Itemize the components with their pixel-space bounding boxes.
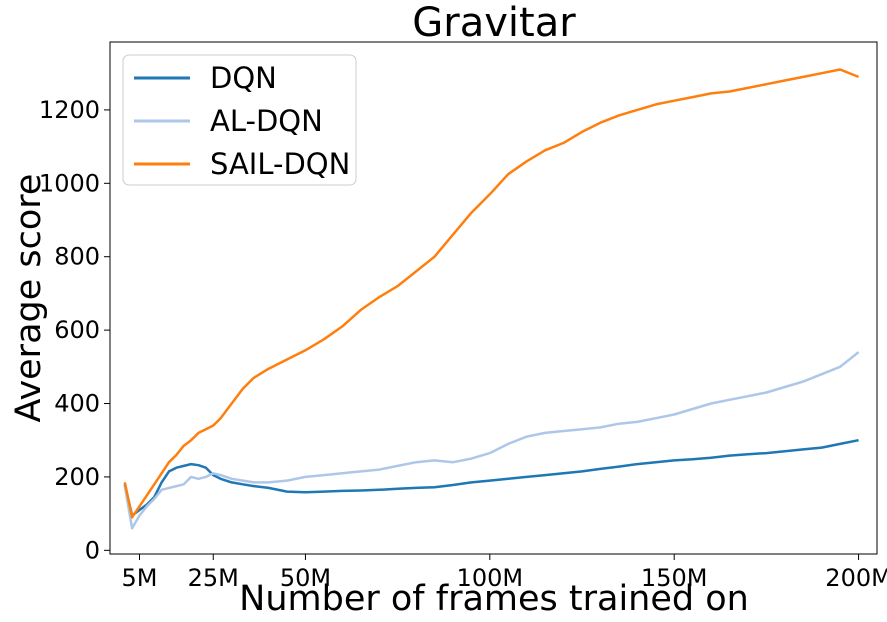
legend-label: AL-DQN bbox=[210, 104, 323, 138]
series-line-2 bbox=[123, 68, 860, 519]
x-axis-label: Number of frames trained on bbox=[239, 579, 749, 619]
legend-box bbox=[122, 54, 357, 186]
y-axis-label: Average score bbox=[9, 174, 49, 423]
y-tick-label: 1200 bbox=[39, 96, 100, 124]
legend: DQN AL-DQN SAIL-DQN bbox=[122, 54, 357, 186]
x-tick-label: 25M bbox=[188, 564, 239, 592]
x-tick-label: 5M bbox=[122, 564, 158, 592]
plot-frame bbox=[109, 41, 878, 555]
series-lines bbox=[123, 68, 860, 530]
legend-label: SAIL-DQN bbox=[210, 147, 350, 181]
chart-title: Gravitar bbox=[412, 0, 576, 46]
legend-entries: DQN AL-DQN SAIL-DQN bbox=[134, 61, 350, 181]
x-tick-label: 50M bbox=[280, 564, 331, 592]
y-tick-label: 0 bbox=[85, 536, 100, 564]
x-tick-label: 150M bbox=[641, 564, 708, 592]
y-tick-label: 600 bbox=[54, 316, 100, 344]
x-axis-ticks: 5M 25M 50M 100M 150M 200M bbox=[122, 554, 887, 592]
x-tick-label: 200M bbox=[825, 564, 887, 592]
y-tick-label: 400 bbox=[54, 390, 100, 418]
y-tick-label: 1000 bbox=[39, 169, 100, 197]
x-tick-label: 100M bbox=[457, 564, 524, 592]
series-line-0 bbox=[123, 438, 859, 517]
y-axis-ticks: 0 200 400 600 800 1000 1200 bbox=[39, 96, 110, 564]
y-tick-label: 800 bbox=[54, 243, 100, 271]
series-line-1 bbox=[123, 351, 860, 530]
legend-label: DQN bbox=[210, 61, 277, 95]
y-tick-label: 200 bbox=[54, 463, 100, 491]
